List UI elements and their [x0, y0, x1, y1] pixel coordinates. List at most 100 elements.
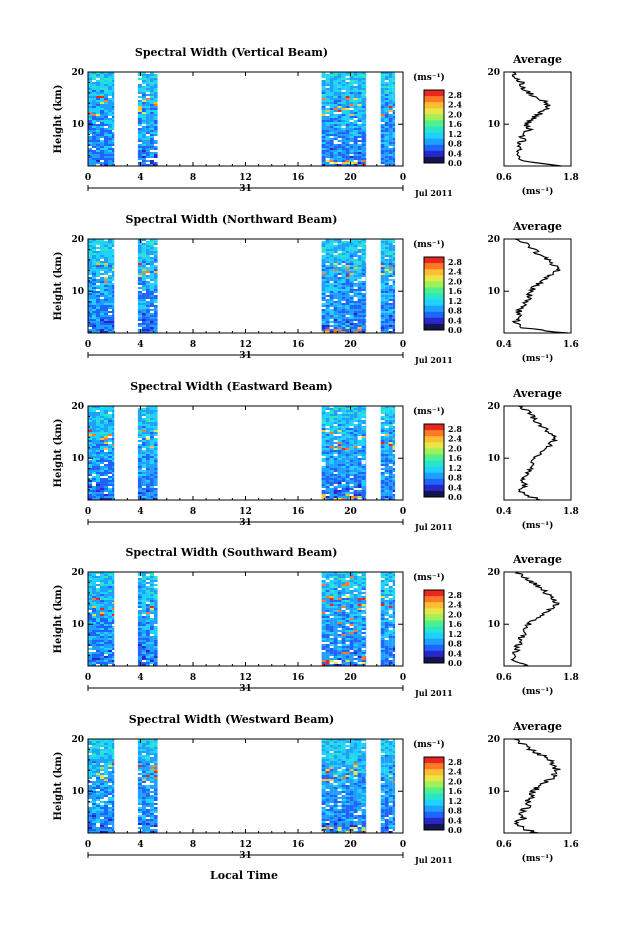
- heatmap-cell: [341, 440, 346, 442]
- heatmap-cell: [329, 287, 334, 289]
- heatmap-cell: [96, 474, 100, 476]
- heatmap-cell: [357, 600, 362, 602]
- avg-x-label: (ms⁻¹): [522, 520, 554, 531]
- heatmap-cell: [361, 100, 366, 102]
- heatmap-cell: [112, 249, 115, 251]
- heatmap-cell: [104, 644, 108, 646]
- heatmap-cell: [361, 436, 366, 438]
- heatmap-cell: [392, 82, 396, 84]
- heatmap-cell: [92, 253, 96, 255]
- heatmap-cell: [100, 418, 104, 420]
- heatmap-cell: [141, 582, 146, 584]
- heatmap-cell: [392, 80, 396, 82]
- heatmap-cell: [349, 243, 354, 245]
- heatmap-cell: [325, 460, 330, 462]
- heatmap-cell: [141, 654, 146, 656]
- heatmap-cell: [104, 426, 108, 428]
- heatmap-cell: [329, 277, 334, 279]
- heatmap-cell: [100, 323, 104, 325]
- heatmap-cell: [357, 164, 362, 166]
- heatmap-cell: [100, 624, 104, 626]
- heatmap-cell: [380, 492, 385, 494]
- heatmap-cell: [357, 128, 362, 130]
- heatmap-cell: [112, 478, 115, 480]
- heatmap-cell: [333, 118, 338, 120]
- heatmap-cell: [321, 100, 326, 102]
- heatmap-cell: [357, 90, 362, 92]
- heatmap-cell: [392, 88, 396, 90]
- avg-x-tick-label: 1.6: [563, 340, 579, 350]
- heatmap-cell: [149, 440, 154, 442]
- panel-2: Spectral Width (Eastward Beam)Height (km…: [53, 380, 579, 532]
- heatmap-cell: [100, 422, 104, 424]
- heatmap-cell: [104, 92, 108, 94]
- x-tick-label: 16: [292, 340, 305, 350]
- heatmap-cell: [112, 640, 115, 642]
- heatmap-cell: [361, 496, 366, 498]
- heatmap-cell: [329, 142, 334, 144]
- heatmap-cell: [357, 462, 362, 464]
- heatmap-cell: [341, 82, 346, 84]
- heatmap-cell: [92, 245, 96, 247]
- heatmap-cell: [325, 138, 330, 140]
- heatmap-cell: [108, 630, 112, 632]
- heatmap-cell: [345, 636, 350, 638]
- heatmap-cell: [353, 112, 358, 114]
- heatmap-cell: [321, 321, 326, 323]
- heatmap-cell: [108, 624, 112, 626]
- heatmap-cell: [349, 636, 354, 638]
- heatmap-cell: [321, 622, 326, 624]
- heatmap-cell: [141, 313, 146, 315]
- heatmap-cell: [149, 313, 154, 315]
- heatmap-cell: [388, 132, 393, 134]
- heatmap-cell: [345, 464, 350, 466]
- heatmap-cell: [357, 414, 362, 416]
- heatmap-cell: [149, 608, 154, 610]
- heatmap-cell: [353, 658, 358, 660]
- heatmap-cell: [333, 164, 338, 166]
- heatmap-cell: [100, 82, 104, 84]
- heatmap-cell: [92, 468, 96, 470]
- heatmap-cell: [388, 124, 393, 126]
- heatmap-cell: [112, 590, 115, 592]
- x-tick-label: 0: [400, 173, 406, 183]
- colorbar-swatch: [424, 311, 444, 319]
- heatmap-cell: [100, 162, 104, 164]
- heatmap-cell: [357, 76, 362, 78]
- heatmap-cell: [141, 580, 146, 582]
- heatmap-cell: [333, 494, 338, 496]
- heatmap-cell: [141, 299, 146, 301]
- heatmap-cell: [104, 658, 108, 660]
- heatmap-cell: [353, 640, 358, 642]
- heatmap-cell: [333, 98, 338, 100]
- heatmap-cell: [149, 124, 154, 126]
- heatmap-cell: [380, 313, 385, 315]
- heatmap-cell: [341, 148, 346, 150]
- heatmap-cell: [345, 114, 350, 116]
- heatmap-cell: [333, 496, 338, 498]
- heatmap-cell: [137, 468, 142, 470]
- heatmap-cell: [96, 263, 100, 265]
- heatmap-cell: [141, 263, 146, 265]
- heatmap-cell: [149, 474, 154, 476]
- heatmap-cell: [333, 152, 338, 154]
- heatmap-cell: [100, 580, 104, 582]
- heatmap-cell: [112, 432, 115, 434]
- heatmap-cell: [353, 154, 358, 156]
- heatmap-cell: [337, 241, 342, 243]
- heatmap-cell: [149, 626, 154, 628]
- heatmap-cell: [357, 327, 362, 329]
- heatmap-cell: [353, 648, 358, 650]
- heatmap-cell: [112, 261, 115, 263]
- heatmap-cell: [357, 582, 362, 584]
- heatmap-cell: [321, 245, 326, 247]
- heatmap-cell: [153, 592, 158, 594]
- heatmap-cell: [92, 408, 96, 410]
- heatmap-cell: [153, 426, 158, 428]
- heatmap-cell: [325, 271, 330, 273]
- heatmap-cell: [88, 576, 92, 578]
- heatmap-cell: [88, 428, 92, 430]
- heatmap-cell: [321, 664, 326, 666]
- heatmap-cell: [321, 122, 326, 124]
- heatmap-cell: [100, 658, 104, 660]
